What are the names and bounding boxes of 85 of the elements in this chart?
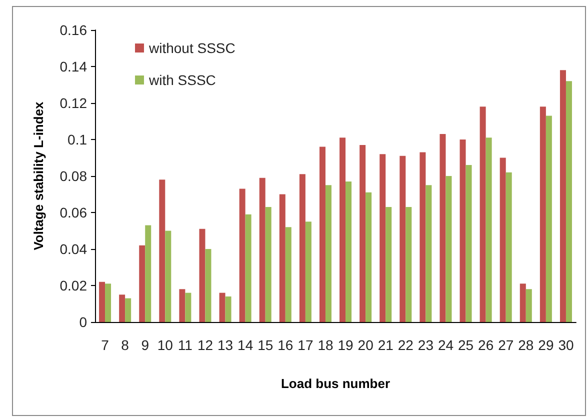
x-tick-label: 18	[318, 337, 334, 353]
bar	[366, 192, 372, 322]
y-tick-label: 0.16	[60, 22, 88, 38]
bar	[245, 214, 252, 322]
bar	[285, 227, 292, 322]
bar	[546, 116, 552, 322]
x-tick-label: 8	[121, 337, 130, 353]
bar	[506, 172, 512, 322]
bar	[205, 249, 212, 322]
bar	[299, 174, 306, 322]
bar	[486, 138, 492, 322]
x-tick-label: 20	[358, 337, 374, 353]
bar	[420, 152, 426, 322]
bar	[460, 140, 466, 322]
x-tick-label: 19	[338, 337, 354, 353]
bar	[360, 144, 366, 322]
x-tick-label: 11	[178, 337, 193, 353]
x-tick-label: 10	[157, 337, 174, 353]
y-tick-label: 0.12	[60, 95, 88, 111]
bar	[145, 225, 152, 322]
legend-label: with SSSC	[148, 72, 216, 88]
x-tick-label: 22	[398, 337, 414, 353]
bar	[99, 282, 106, 322]
bar	[500, 158, 506, 322]
bar	[406, 207, 412, 322]
y-axis-title: Voltage stability L-index	[31, 100, 46, 250]
bar	[440, 134, 446, 322]
bar	[225, 296, 232, 322]
x-tick-label: 15	[258, 337, 274, 353]
bar	[446, 176, 452, 322]
x-tick-label: 9	[141, 337, 150, 353]
bar	[125, 298, 132, 322]
y-tick-label: 0.04	[60, 241, 88, 257]
x-tick-label: 30	[558, 337, 574, 353]
x-tick-label: 17	[298, 337, 314, 353]
bar	[325, 185, 332, 322]
bar	[105, 284, 112, 322]
bar	[540, 106, 546, 322]
bar	[139, 245, 146, 322]
bar	[340, 138, 346, 322]
bar	[400, 156, 406, 322]
x-tick-label: 12	[197, 337, 214, 353]
x-tick-label: 16	[278, 337, 294, 353]
y-tick-label: 0.14	[60, 58, 88, 74]
bar	[566, 81, 572, 322]
x-tick-label: 7	[101, 337, 110, 353]
bar	[185, 292, 192, 322]
bar	[265, 207, 272, 322]
bar	[219, 292, 226, 322]
bar	[346, 181, 352, 322]
bar	[165, 230, 172, 322]
x-tick-label: 21	[378, 337, 394, 353]
legend-label: without SSSC	[148, 40, 236, 56]
bar	[239, 188, 246, 322]
x-tick-label: 13	[217, 337, 234, 353]
y-tick-label: 0.08	[60, 168, 88, 184]
x-tick-label: 14	[238, 337, 254, 353]
bar	[386, 207, 392, 322]
y-tick-label: 0.02	[60, 278, 88, 294]
y-tick-label: 0.1	[68, 132, 88, 148]
x-tick-label: 27	[498, 337, 514, 353]
bar	[520, 284, 526, 322]
bar	[380, 154, 386, 322]
bar	[305, 222, 312, 322]
bar	[560, 70, 566, 322]
y-tick-label: 0.06	[60, 204, 88, 220]
bar	[526, 289, 532, 322]
x-tick-label: 24	[438, 337, 454, 353]
y-tick-label: 0	[79, 314, 88, 330]
x-tick-label: 23	[418, 337, 434, 353]
x-tick-label: 28	[518, 337, 534, 353]
x-tick-label: 29	[538, 337, 554, 353]
bar	[259, 178, 266, 322]
bar	[279, 194, 286, 322]
x-tick-label: 25	[458, 337, 474, 353]
bar	[199, 228, 206, 322]
x-axis-title: Load bus number	[280, 376, 390, 391]
bar	[466, 165, 472, 322]
bar	[319, 146, 326, 322]
bar	[119, 294, 126, 322]
bar	[480, 106, 486, 322]
bar	[179, 289, 186, 322]
bar	[159, 180, 166, 322]
bar	[426, 185, 432, 322]
x-tick-label: 26	[478, 337, 494, 353]
